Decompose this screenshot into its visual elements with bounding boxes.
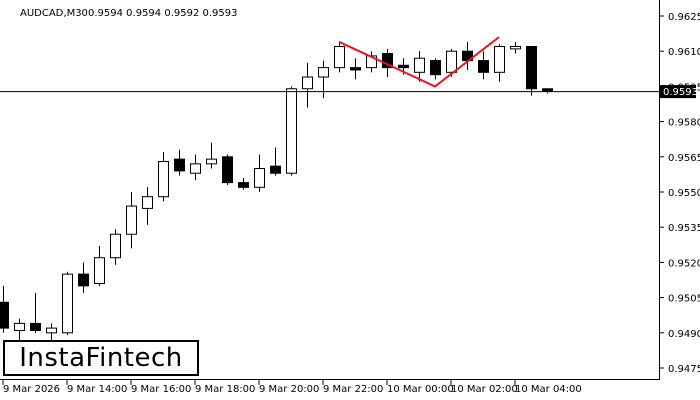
y-tick-label: 0.9550 — [668, 188, 700, 199]
candle-bull — [14, 322, 25, 331]
candle-bear — [30, 322, 41, 331]
candle-bull — [190, 163, 201, 174]
candle-bull — [286, 88, 297, 174]
candle-bear — [238, 182, 249, 188]
candle-bear — [78, 273, 89, 287]
candle-bear — [270, 165, 281, 174]
x-tick-label: 9 Mar 14:00 — [67, 384, 127, 395]
candle-bear — [398, 64, 409, 69]
logo-text: InstaFintech — [19, 343, 183, 373]
candle-bull — [510, 46, 521, 50]
candles-group — [0, 41, 553, 340]
y-tick-label: 0.9610 — [668, 47, 700, 58]
y-tick-label: 0.9520 — [668, 258, 700, 269]
y-tick-label: 0.9580 — [668, 118, 700, 129]
x-tick-label: 10 Mar 04:00 — [515, 384, 582, 395]
y-tick-label: 0.9505 — [668, 294, 700, 305]
candle-bear — [526, 46, 537, 90]
chart-symbol: AUDCAD,M30 — [20, 8, 88, 19]
candle-bull — [414, 57, 425, 73]
candle-bull — [446, 50, 457, 73]
candle-bear — [542, 88, 553, 92]
candle-bull — [142, 196, 153, 209]
x-tick-label: 9 Mar 2026 — [3, 384, 60, 395]
x-tick-label: 9 Mar 16:00 — [131, 384, 191, 395]
y-tick-label: 0.9475 — [668, 364, 700, 375]
candle-bull — [334, 46, 345, 69]
candle-bull — [158, 160, 169, 198]
candle-bear — [222, 156, 233, 184]
y-tick-label: 0.9565 — [668, 153, 700, 164]
candle-bull — [62, 273, 73, 334]
candle-bear — [382, 53, 393, 69]
pattern-group — [338, 36, 500, 88]
current-price-label: 0.9593 — [659, 85, 698, 99]
candle-bull — [494, 46, 505, 73]
x-tick-label: 10 Mar 00:00 — [387, 384, 454, 395]
current-price-value: 0.9593 — [663, 87, 698, 98]
x-tick-label: 9 Mar 18:00 — [195, 384, 255, 395]
candle-bull — [254, 168, 265, 188]
x-tick-label: 9 Mar 20:00 — [259, 384, 319, 395]
candle-bull — [318, 67, 329, 78]
x-tick-label: 9 Mar 22:00 — [323, 384, 383, 395]
y-tick-label: 0.9490 — [668, 329, 700, 340]
candle-bear — [478, 60, 489, 73]
candle-bull — [94, 257, 105, 285]
candle-bull — [302, 76, 313, 90]
double-top-pattern-line — [338, 36, 500, 88]
y-tick-label: 0.9625 — [668, 12, 700, 23]
candle-bear — [0, 301, 9, 329]
candle-bull — [110, 233, 121, 259]
y-tick-label: 0.9535 — [668, 223, 700, 234]
candle-bear — [174, 158, 185, 172]
chart-ohlc: 0.9594 0.9594 0.9592 0.9593 — [88, 8, 238, 19]
current-price-box — [659, 85, 696, 99]
candle-bear — [350, 67, 361, 71]
x-axis: 9 Mar 2026 9 Mar 14:00 9 Mar 16:00 9 Mar 18… — [2, 380, 582, 395]
candle-bull — [46, 327, 57, 334]
x-tick-label: 10 Mar 02:00 — [451, 384, 518, 395]
candle-bull — [206, 158, 217, 165]
candle-bull — [126, 205, 137, 235]
instafintech-logo: InstaFintech — [3, 340, 199, 376]
candle-bear — [430, 60, 441, 76]
